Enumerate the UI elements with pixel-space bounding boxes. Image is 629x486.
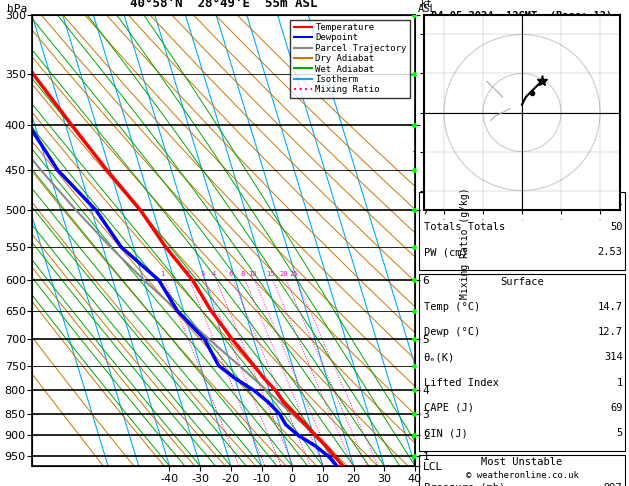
Text: kt: kt: [421, 0, 432, 9]
Text: 14.7: 14.7: [598, 302, 623, 312]
Legend: Temperature, Dewpoint, Parcel Trajectory, Dry Adiabat, Wet Adiabat, Isotherm, Mi: Temperature, Dewpoint, Parcel Trajectory…: [290, 19, 411, 98]
Text: PW (cm): PW (cm): [423, 247, 467, 258]
Text: 314: 314: [604, 352, 623, 363]
Bar: [420, 455, 625, 486]
Text: 1: 1: [616, 378, 623, 388]
Text: 15: 15: [266, 271, 274, 277]
Text: 6: 6: [228, 271, 232, 277]
Text: 25: 25: [289, 271, 298, 277]
Text: Pressure (mb): Pressure (mb): [423, 483, 505, 486]
Text: km
ASL: km ASL: [418, 0, 437, 14]
Text: © weatheronline.co.uk: © weatheronline.co.uk: [465, 471, 579, 480]
Bar: [420, 192, 625, 270]
Bar: [420, 274, 625, 451]
Text: θₑ(K): θₑ(K): [423, 352, 455, 363]
Text: 2: 2: [185, 271, 189, 277]
Text: 69: 69: [610, 403, 623, 413]
Text: Most Unstable: Most Unstable: [481, 457, 562, 468]
Text: 20: 20: [279, 271, 287, 277]
Text: CIN (J): CIN (J): [423, 428, 467, 438]
Text: Surface: Surface: [500, 277, 544, 287]
Text: 2.53: 2.53: [598, 247, 623, 258]
Text: 1: 1: [160, 271, 164, 277]
Text: 50: 50: [610, 222, 623, 232]
Text: Totals Totals: Totals Totals: [423, 222, 505, 232]
Text: 4: 4: [211, 271, 216, 277]
Text: Temp (°C): Temp (°C): [423, 302, 480, 312]
Text: 10: 10: [248, 271, 256, 277]
Text: CAPE (J): CAPE (J): [423, 403, 474, 413]
Text: 12.7: 12.7: [598, 327, 623, 337]
Text: Dewp (°C): Dewp (°C): [423, 327, 480, 337]
Text: 31: 31: [610, 197, 623, 207]
Text: 8: 8: [240, 271, 245, 277]
Text: Lifted Index: Lifted Index: [423, 378, 499, 388]
Text: 40°58'N  28°49'E  55m ASL: 40°58'N 28°49'E 55m ASL: [130, 0, 317, 10]
Text: 3: 3: [201, 271, 204, 277]
Text: hPa: hPa: [7, 4, 27, 14]
Text: 5: 5: [616, 428, 623, 438]
Text: K: K: [423, 197, 430, 207]
Text: 04.05.2024  12GMT  (Base: 12): 04.05.2024 12GMT (Base: 12): [431, 11, 613, 21]
Text: Mixing Ratio (g/kg): Mixing Ratio (g/kg): [460, 187, 470, 299]
Text: 997: 997: [604, 483, 623, 486]
